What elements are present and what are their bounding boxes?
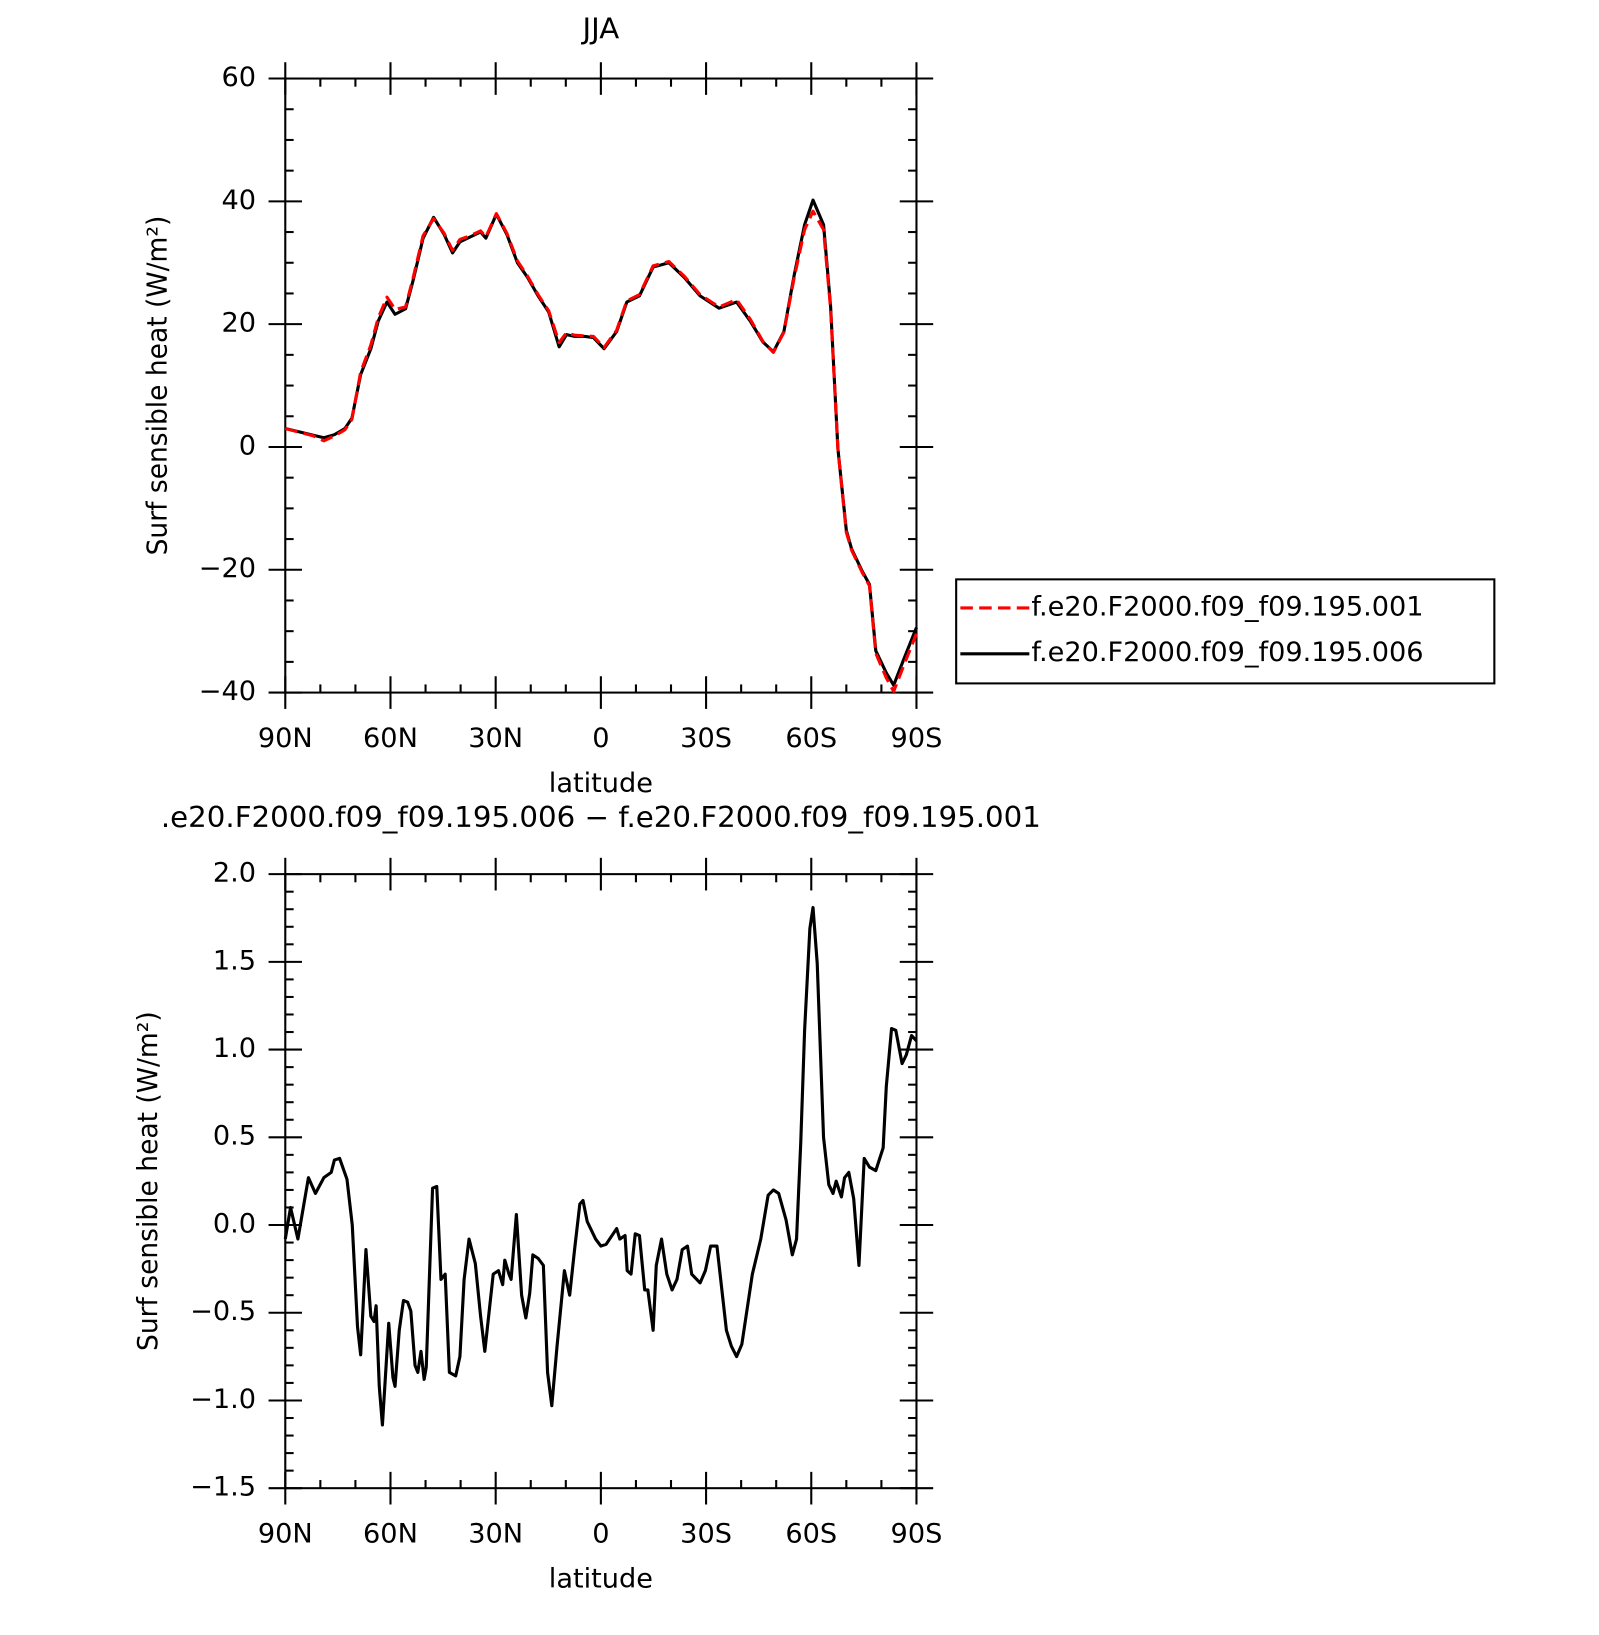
- y-tick-label: 0.0: [213, 1209, 256, 1240]
- y-tick-label: 1.5: [213, 946, 256, 977]
- legend-label: f.e20.F2000.f09_f09.195.001: [1031, 592, 1423, 623]
- y-tick-label: −40: [199, 676, 256, 707]
- y-tick-label: −20: [199, 553, 256, 584]
- y-tick-label: 2.0: [213, 858, 256, 889]
- plot-frame: [284, 77, 918, 694]
- data-line: [284, 209, 918, 693]
- y-tick-label: 0: [239, 431, 256, 462]
- x-tick-label: 30S: [680, 723, 732, 754]
- x-tick-label: 90S: [891, 1519, 943, 1550]
- x-tick-label: 0: [592, 1519, 609, 1550]
- legend-label: f.e20.F2000.f09_f09.195.006: [1031, 638, 1423, 669]
- x-axis-label: latitude: [549, 1564, 653, 1595]
- x-tick-label: 90N: [258, 1519, 313, 1550]
- x-tick-label: 30S: [680, 1519, 732, 1550]
- x-tick-label: 60S: [785, 723, 837, 754]
- y-tick-label: 0.5: [213, 1121, 256, 1152]
- x-tick-label: 0: [592, 723, 609, 754]
- figure-content: JJA latitude Surf sensible heat (W/m²) 60 40…: [133, 12, 1496, 1595]
- x-tick-label: 30N: [468, 1519, 523, 1550]
- y-tick-label: 40: [221, 185, 256, 216]
- x-axis-label: latitude: [549, 768, 653, 799]
- x-tick-label: 60S: [785, 1519, 837, 1550]
- x-tick-label: 30N: [468, 723, 523, 754]
- y-tick-label: 20: [221, 308, 256, 339]
- x-tick-label: 90N: [258, 723, 313, 754]
- data-line: [283, 905, 918, 1427]
- y-tick-label: 1.0: [213, 1033, 256, 1064]
- y-tick-label: 60: [221, 62, 256, 93]
- y-axis-label: Surf sensible heat (W/m²): [133, 1011, 164, 1351]
- chart-title: .e20.F2000.f09_f09.195.006 − f.e20.F2000…: [161, 800, 1041, 834]
- x-tick-label: 60N: [363, 1519, 418, 1550]
- y-tick-label: −1.5: [190, 1472, 256, 1503]
- y-tick-label: −0.5: [190, 1296, 256, 1327]
- y-tick-label: −1.0: [190, 1384, 256, 1415]
- y-axis-label: Surf sensible heat (W/m²): [142, 216, 173, 556]
- data-line: [284, 198, 918, 687]
- chart-title: JJA: [580, 12, 619, 46]
- x-tick-label: 90S: [891, 723, 943, 754]
- legend-box: [955, 578, 1496, 685]
- x-tick-label: 60N: [363, 723, 418, 754]
